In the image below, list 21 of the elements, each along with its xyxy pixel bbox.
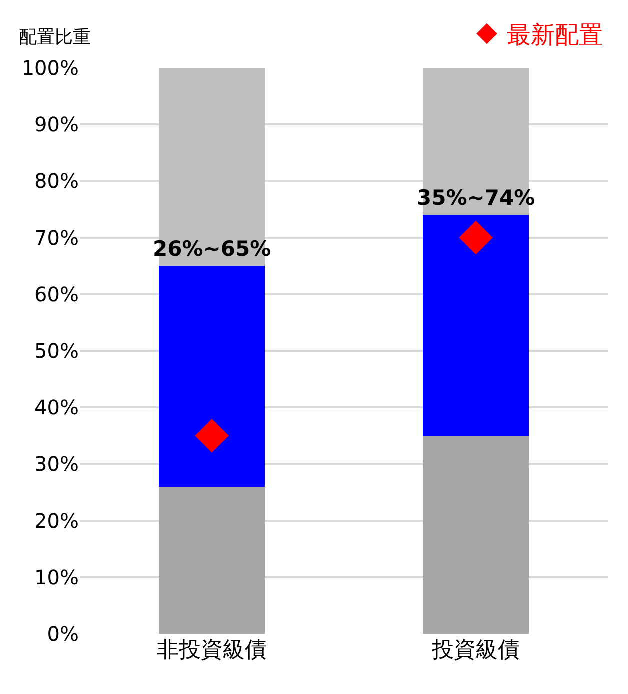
y-tick-label: 100%: [22, 56, 79, 80]
annotation: 35%~74%: [417, 186, 536, 210]
y-tick-label: 40%: [34, 396, 79, 420]
y-tick-label: 70%: [34, 226, 79, 250]
legend-label: 最新配置: [507, 21, 603, 50]
y-tick-label: 60%: [34, 282, 79, 306]
x-tick-label: 非投資級債: [157, 638, 267, 663]
annotation: 26%~65%: [153, 237, 272, 261]
y-tick-label: 20%: [34, 508, 79, 533]
bar: [423, 215, 529, 436]
y-tick-label: 50%: [34, 339, 79, 363]
y-axis-title: 配置比重: [19, 27, 91, 48]
bar: [159, 486, 265, 634]
y-tick-label: 10%: [34, 565, 79, 590]
y-tick-label: 90%: [34, 112, 79, 137]
y-tick-label: 0%: [47, 622, 79, 646]
x-tick-label: 投資級債: [431, 638, 520, 663]
bar: [159, 266, 265, 487]
bar: [423, 436, 529, 634]
y-tick-label: 30%: [34, 452, 79, 476]
y-tick-label: 80%: [34, 169, 79, 194]
